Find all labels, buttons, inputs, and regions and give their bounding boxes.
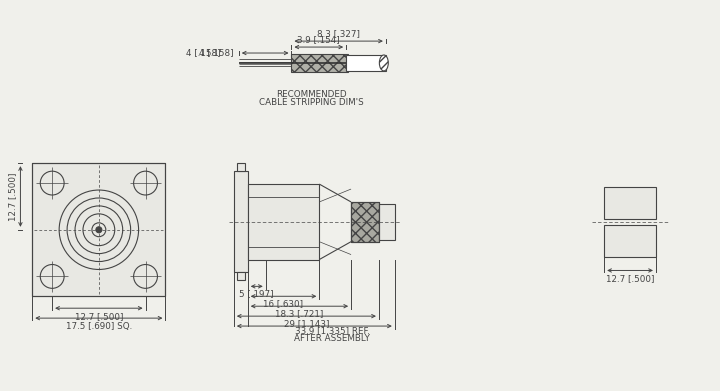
- Text: 12.7 [.500]: 12.7 [.500]: [606, 274, 654, 283]
- Bar: [604, 187, 656, 219]
- Bar: [379, 204, 395, 240]
- Text: 16 [.630]: 16 [.630]: [264, 299, 304, 308]
- Circle shape: [96, 227, 102, 233]
- Bar: [351, 202, 379, 242]
- Bar: [234, 171, 248, 273]
- Circle shape: [67, 198, 130, 262]
- Circle shape: [92, 223, 106, 237]
- Bar: [346, 55, 386, 71]
- Bar: [292, 54, 348, 72]
- Circle shape: [59, 190, 138, 269]
- Text: 12.7 [.500]: 12.7 [.500]: [75, 312, 123, 321]
- Bar: [351, 202, 379, 242]
- Bar: [237, 273, 245, 280]
- Bar: [237, 163, 245, 171]
- Bar: [248, 184, 319, 260]
- Text: CABLE STRIPPING DIM'S: CABLE STRIPPING DIM'S: [259, 98, 364, 107]
- Text: 5 [.197]: 5 [.197]: [240, 289, 274, 298]
- Text: 33.9 [1.335] REF.: 33.9 [1.335] REF.: [294, 326, 369, 335]
- Circle shape: [40, 264, 64, 288]
- Circle shape: [83, 214, 114, 246]
- Text: RECOMMENDED: RECOMMENDED: [276, 90, 346, 99]
- Bar: [32, 163, 166, 296]
- Text: 4 [.158]: 4 [.158]: [199, 48, 234, 57]
- Bar: [32, 163, 166, 296]
- Bar: [604, 225, 656, 256]
- Circle shape: [134, 171, 158, 195]
- Circle shape: [134, 264, 158, 288]
- Text: AFTER ASSEMBLY: AFTER ASSEMBLY: [294, 334, 370, 343]
- Text: 12.7 [.500]: 12.7 [.500]: [9, 172, 17, 221]
- Text: 29 [1.143]: 29 [1.143]: [284, 319, 329, 328]
- Ellipse shape: [379, 55, 388, 71]
- Text: 4 [.158]: 4 [.158]: [186, 48, 221, 57]
- Text: 8.3 [.327]: 8.3 [.327]: [317, 29, 360, 38]
- Text: 3.9 [.154]: 3.9 [.154]: [297, 35, 340, 44]
- Circle shape: [75, 206, 122, 254]
- Text: 17.5 [.690] SQ.: 17.5 [.690] SQ.: [66, 322, 132, 331]
- Text: 18.3 [.721]: 18.3 [.721]: [275, 309, 323, 318]
- Circle shape: [40, 171, 64, 195]
